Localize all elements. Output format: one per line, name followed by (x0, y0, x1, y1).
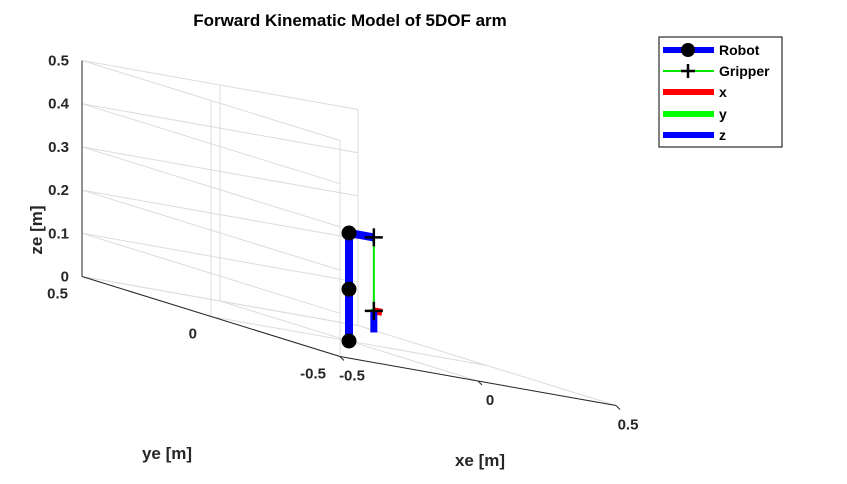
z-tick-label: 0 (61, 269, 69, 286)
robot-joint-marker (341, 333, 357, 349)
gridline-backwall-z (81, 60, 359, 110)
z-tick-label: 0.4 (48, 96, 70, 113)
gridline-sidewall-z (81, 146, 341, 228)
y-axis-label: ye [m] (142, 444, 192, 463)
legend-label-gripper: Gripper (719, 63, 770, 79)
axis-ticks: -0.500.5-0.500.500.10.20.30.40.5 (47, 53, 638, 434)
gridline-sidewall-z (81, 60, 341, 141)
y-tick-label: -0.5 (300, 366, 326, 383)
gridline-sidewall-z (81, 103, 341, 185)
x-tick-label: 0.5 (618, 417, 639, 434)
x-tick-label: -0.5 (339, 368, 365, 385)
gridline-backwall-z (81, 103, 359, 154)
gripper-marker (364, 301, 383, 320)
z-tick-label: 0.1 (48, 225, 69, 242)
z-tick-label: 0.2 (48, 182, 69, 199)
legend-label-z: z (719, 127, 726, 143)
y-axis-line (81, 276, 341, 357)
z-tick-label: 0.3 (48, 139, 69, 156)
y-tick-label: 0.5 (47, 286, 68, 303)
x-tick-mark (615, 405, 621, 410)
x-tick-mark (339, 356, 345, 361)
legend-marker-robot (681, 43, 695, 57)
gridline-backwall-z (81, 146, 359, 197)
legend-label-robot: Robot (719, 42, 760, 58)
legend-label-y: y (719, 106, 727, 122)
x-axis-label: xe [m] (455, 451, 505, 470)
gridline-sidewall-z (81, 189, 341, 271)
legend-label-x: x (719, 84, 727, 100)
z-axis-label: ze [m] (27, 205, 46, 254)
x-tick-label: 0 (486, 392, 494, 409)
gridline-backwall-z (81, 232, 359, 283)
plot-series (341, 225, 383, 349)
legend-marker-gripper (681, 64, 695, 78)
z-tick-label: 0.5 (48, 53, 69, 70)
legend: Robot Gripper x y z (658, 36, 783, 148)
gridline-sidewall-z (81, 232, 341, 314)
y-tick-label: 0 (189, 326, 197, 343)
x-tick-mark (477, 380, 483, 386)
gridline-backwall-z (81, 189, 359, 240)
chart-title: Forward Kinematic Model of 5DOF arm (193, 11, 507, 30)
robot-joint-marker (341, 281, 357, 297)
gridline-backwall-z (81, 276, 359, 326)
robot-joint-marker (341, 225, 357, 241)
gripper-marker (364, 228, 383, 247)
